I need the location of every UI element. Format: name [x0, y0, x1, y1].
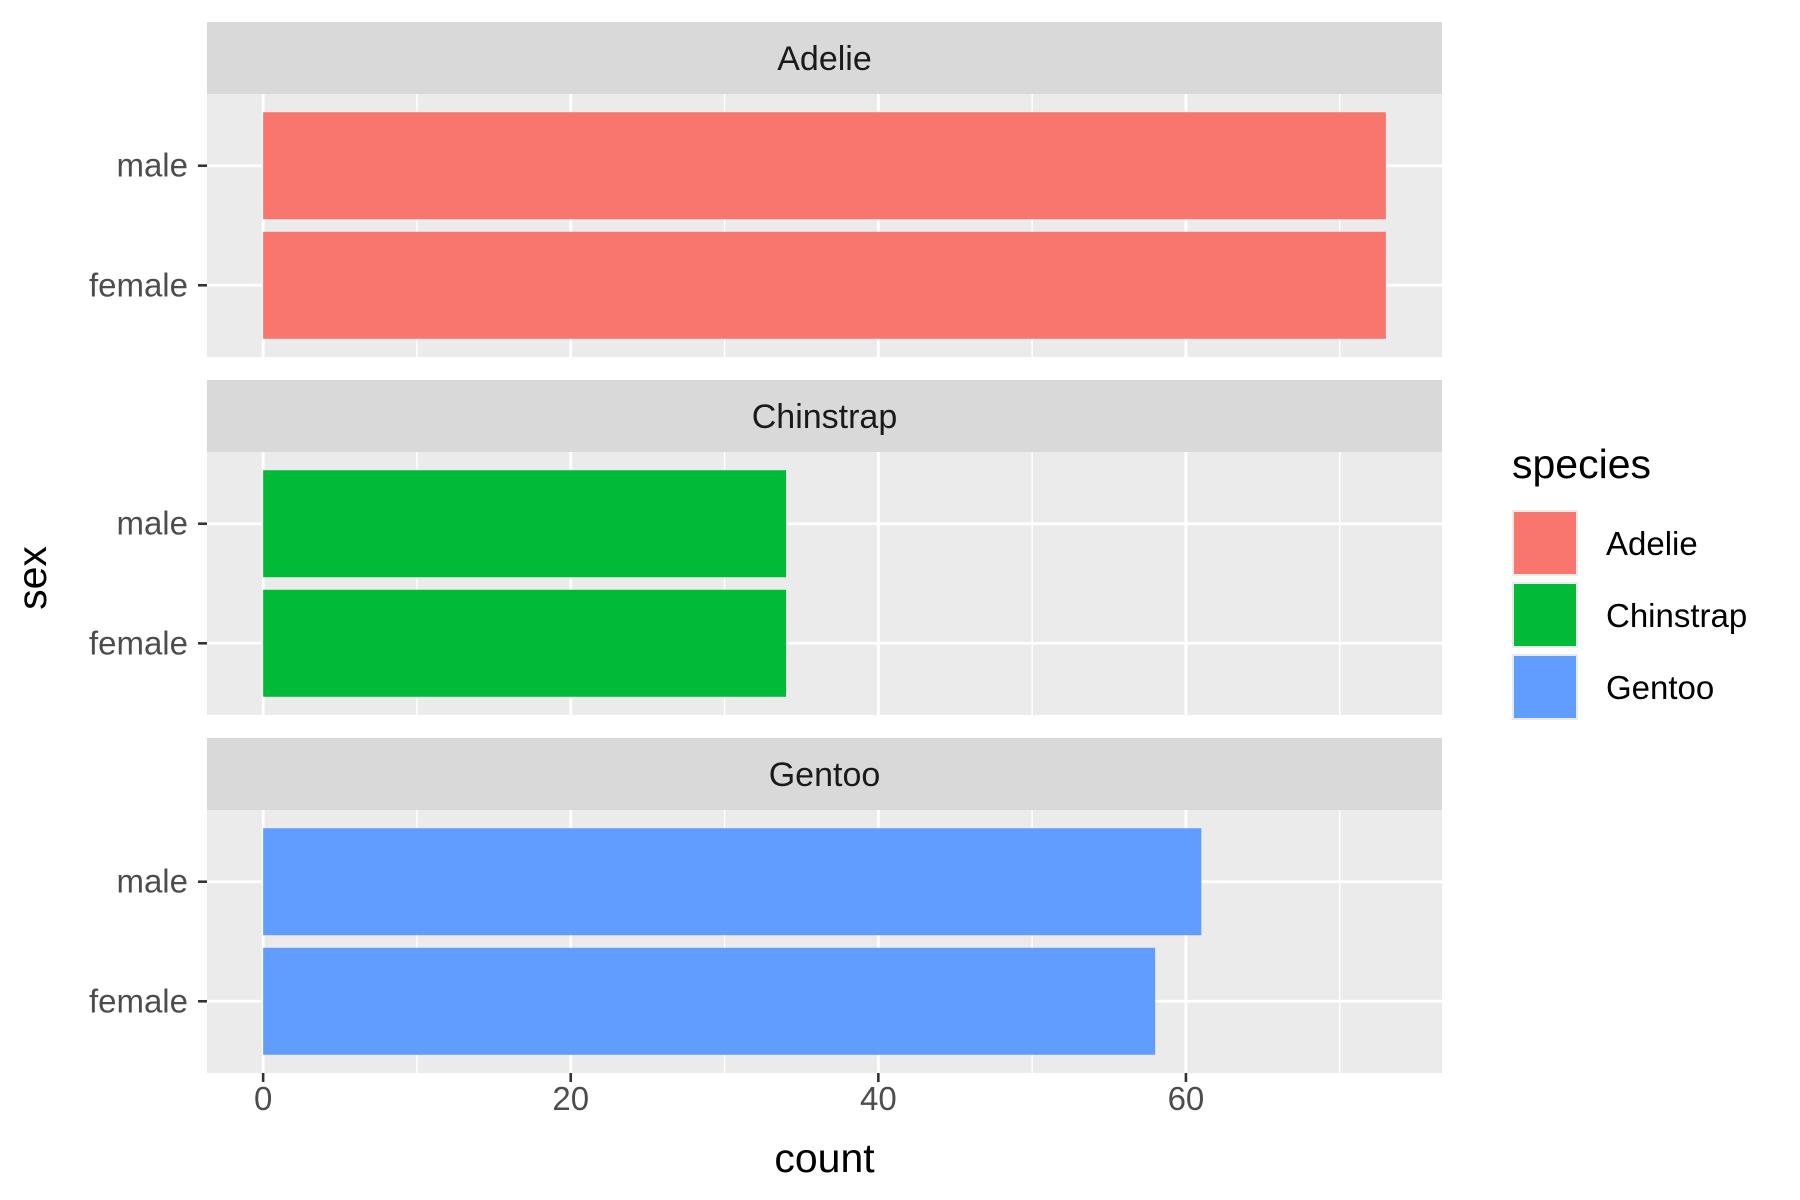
facet-strip: [207, 380, 1442, 452]
facet-strip-label: Gentoo: [769, 756, 881, 794]
legend-swatch-adelie: [1514, 512, 1576, 574]
y-tick-label: female: [89, 266, 188, 303]
legend-swatch-gentoo: [1514, 656, 1576, 718]
y-axis-title: sex: [9, 546, 55, 610]
bar-gentoo-male: [263, 828, 1202, 936]
facet-chinstrap: Chinstrap male female: [89, 380, 1442, 715]
bar-adelie-male: [263, 112, 1386, 220]
x-axis-title: count: [774, 1135, 875, 1181]
facet-strip: [207, 738, 1442, 810]
x-tick-label: 60: [1168, 1080, 1205, 1117]
bar-chinstrap-male: [263, 470, 787, 578]
bar-gentoo-female: [263, 947, 1156, 1055]
x-tick-label: 0: [254, 1080, 272, 1117]
bar-adelie-female: [263, 231, 1386, 339]
legend-title: species: [1512, 441, 1651, 487]
x-axis: 0 20 40 60: [254, 1073, 1204, 1117]
legend-label-adelie: Adelie: [1606, 525, 1698, 562]
legend-swatch-chinstrap: [1514, 584, 1576, 646]
facet-strip-label: Adelie: [777, 40, 872, 78]
facet-adelie: Adelie male female: [89, 22, 1442, 357]
facet-strip-label: Chinstrap: [752, 398, 898, 436]
facet-strip: [207, 22, 1442, 94]
legend-label-chinstrap: Chinstrap: [1606, 597, 1747, 634]
facet-panels: AdeliemalefemaleChinstrapmalefemaleGento…: [89, 22, 1442, 1073]
y-tick-label: female: [89, 624, 188, 661]
y-tick-label: male: [116, 505, 188, 542]
y-tick-label: male: [116, 147, 188, 184]
y-tick-label: female: [89, 982, 188, 1019]
y-tick-label: male: [116, 863, 188, 900]
legend: species Adelie Chinstrap Gentoo: [1512, 441, 1747, 720]
x-tick-label: 20: [552, 1080, 589, 1117]
x-tick-label: 40: [860, 1080, 897, 1117]
bar-chinstrap-female: [263, 589, 787, 697]
facet-gentoo: Gentoo male female: [89, 738, 1442, 1073]
legend-label-gentoo: Gentoo: [1606, 669, 1714, 706]
